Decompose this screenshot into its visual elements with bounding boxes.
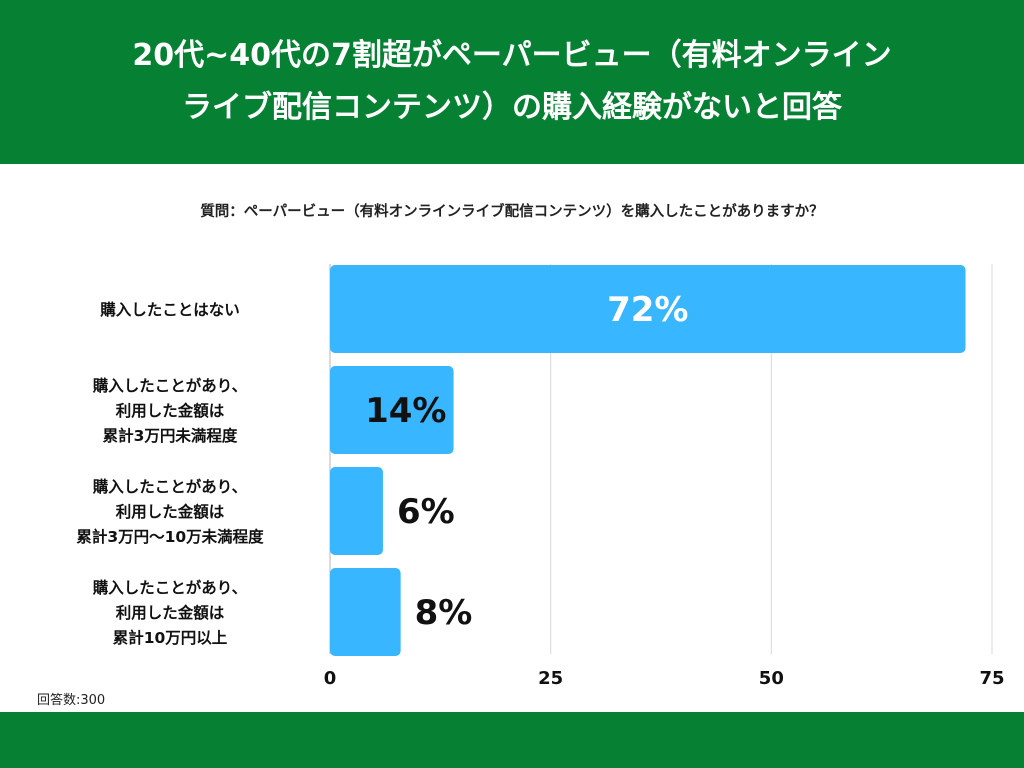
header-banner: 20代~40代の7割超がペーパービュー（有料オンライン ライブ配信コンテンツ）の… xyxy=(0,0,1024,164)
bar-2 xyxy=(330,366,454,454)
bar-chart: 0 25 50 7572%購入したことはない14%購入したことがあり、利用した金額は累… xyxy=(76,264,1005,689)
value-label-4: 8% xyxy=(415,593,473,633)
value-label-1: 72% xyxy=(607,290,688,330)
title-line-2: ライブ配信コンテンツ）の購入経験がないと回答 xyxy=(182,90,842,125)
bar-4 xyxy=(330,568,401,656)
survey-question: 質問：ペーパービュー（有料オンラインライブ配信コンテンツ）を購入したことがありま… xyxy=(200,204,824,220)
respondent-count: 回答数:300 xyxy=(37,693,106,708)
category-label-2-line-2: 利用した金額は xyxy=(116,401,225,420)
category-label-3-line-1: 購入したことがあり、 xyxy=(92,477,247,496)
x-tick-label-0: 0 xyxy=(324,668,337,689)
category-label-3-line-3: 累計3万円〜10万未満程度 xyxy=(76,527,264,546)
bar-3 xyxy=(330,467,383,555)
category-label-4-line-3: 累計10万円以上 xyxy=(113,628,228,647)
category-label-2-line-1: 購入したことがあり、 xyxy=(92,376,247,395)
category-label-1-line-1: 購入したことはない xyxy=(99,301,240,319)
x-tick-label-75: 75 xyxy=(979,668,1004,689)
footer-banner xyxy=(0,712,1024,768)
value-label-3: 6% xyxy=(397,492,455,532)
x-tick-label-50: 50 xyxy=(759,668,784,689)
bar-1 xyxy=(330,265,966,353)
category-label-4-line-1: 購入したことがあり、 xyxy=(92,578,247,597)
category-label-2-line-3: 累計3万円未満程度 xyxy=(103,426,238,445)
x-tick-label-25: 25 xyxy=(538,668,563,689)
category-label-3-line-2: 利用した金額は xyxy=(116,502,225,521)
value-label-2: 14% xyxy=(365,391,446,431)
category-label-4-line-2: 利用した金額は xyxy=(116,603,225,622)
chart-title: 20代~40代の7割超がペーパービュー（有料オンライン ライブ配信コンテンツ）の… xyxy=(47,30,977,134)
title-line-1: 20代~40代の7割超がペーパービュー（有料オンライン xyxy=(132,38,892,73)
